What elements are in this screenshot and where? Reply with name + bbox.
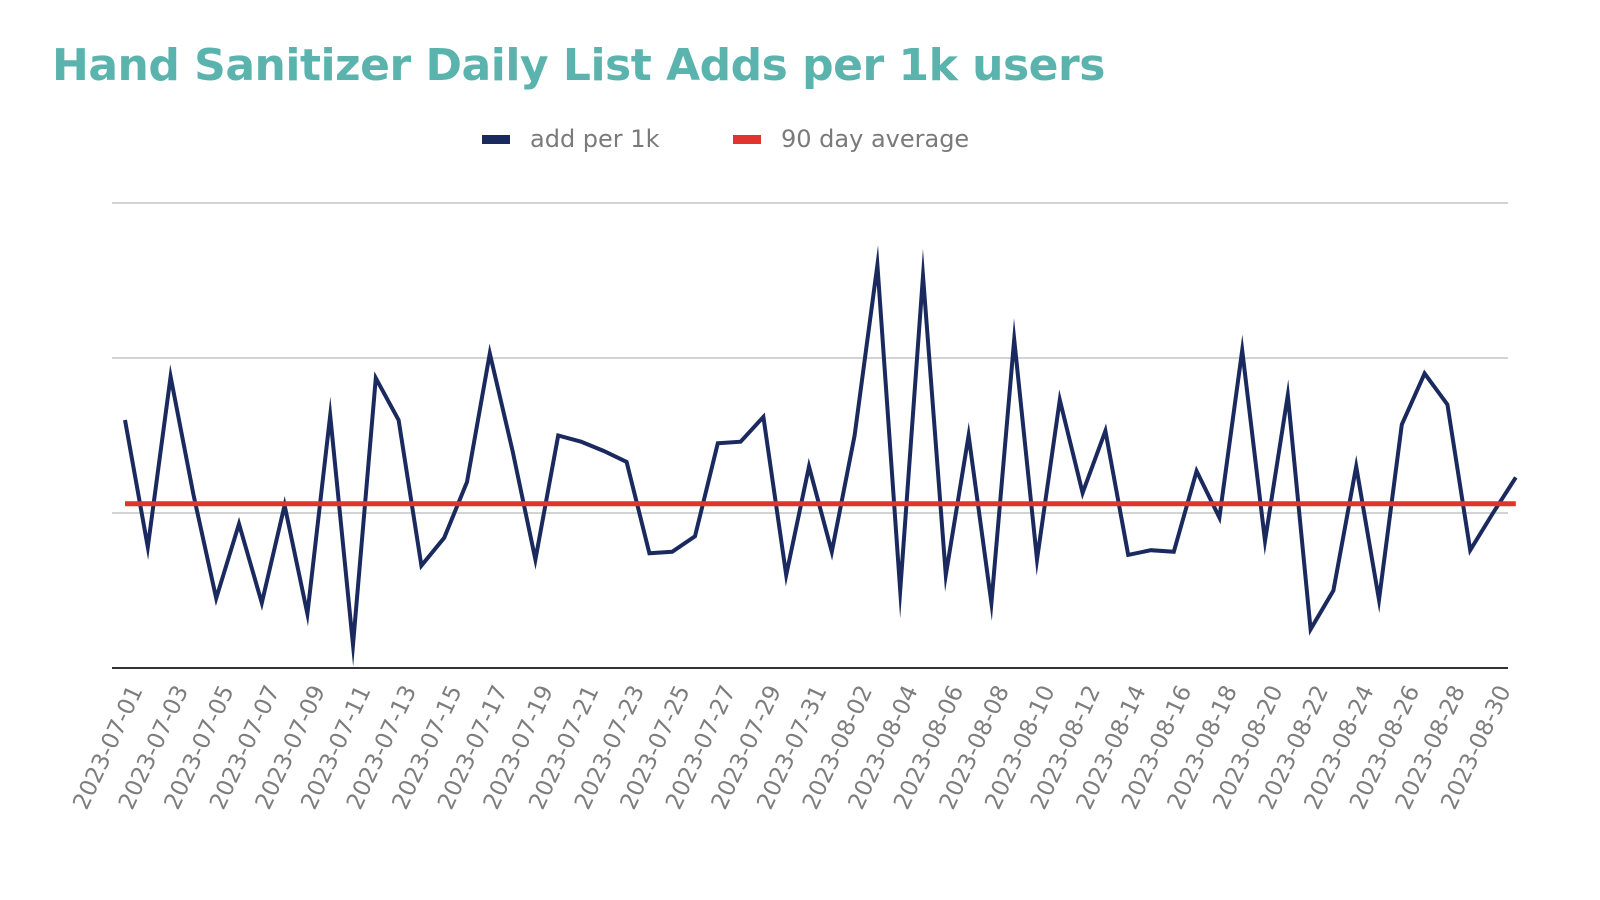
legend-label-add-per-1k: add per 1k [530, 125, 660, 153]
legend-swatch-add-per-1k [482, 134, 510, 144]
chart-legend: add per 1k 90 day average [0, 122, 1600, 156]
legend-item-90-day-average[interactable]: 90 day average [733, 122, 969, 156]
gridlines [112, 202, 1508, 514]
x-axis: 2023-07-012023-07-032023-07-052023-07-07… [68, 667, 1516, 814]
series-layer [123, 245, 1518, 667]
chart-title: Hand Sanitizer Daily List Adds per 1k us… [52, 40, 1105, 91]
legend-item-add-per-1k[interactable]: add per 1k [482, 122, 659, 156]
legend-label-90-day-average: 90 day average [781, 125, 970, 153]
legend-swatch-90-day-average [733, 134, 761, 144]
series-line-add-per-1k[interactable] [123, 245, 1518, 667]
